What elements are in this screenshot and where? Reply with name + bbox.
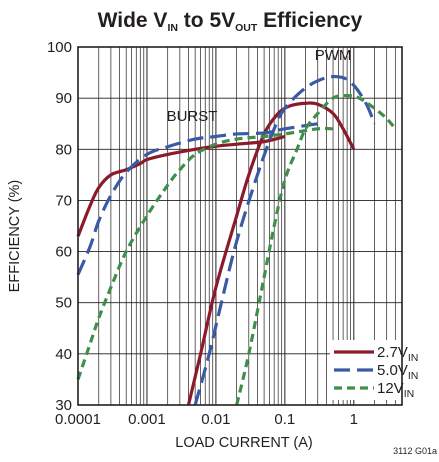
legend-label: 5.0VIN <box>377 362 418 382</box>
x-tick-label: 0.0001 <box>55 411 101 428</box>
y-axis-label: EFFICIENCY (%) <box>7 180 23 293</box>
series-line-3 <box>76 126 334 380</box>
y-tick-label: 100 <box>47 39 72 56</box>
x-tick-label: 0.1 <box>274 411 295 428</box>
x-tick-label: 0.01 <box>201 411 230 428</box>
legend-label: 2.7VIN <box>377 344 418 364</box>
series-line-1 <box>76 134 286 237</box>
y-tick-label: 30 <box>55 397 72 414</box>
x-axis-label: LOAD CURRENT (A) <box>175 435 313 451</box>
series-line-2 <box>76 122 318 276</box>
y-tick-label: 50 <box>55 295 72 312</box>
chart-title: Wide VIN to 5VOUT Efficiency <box>98 9 363 34</box>
legend-label: 12VIN <box>377 380 414 400</box>
y-tick-label: 80 <box>55 141 72 158</box>
y-tick-label: 70 <box>55 192 72 209</box>
y-tick-label: 90 <box>55 90 72 107</box>
series-lines <box>76 74 397 406</box>
x-tick-label: 1 <box>350 411 358 428</box>
annotation-burst: BURST <box>167 108 218 125</box>
series-line-2 <box>193 74 377 406</box>
y-tick-label: 40 <box>55 346 72 363</box>
series-line-1 <box>186 101 356 406</box>
series-line-3 <box>235 93 397 406</box>
figure-id: 3112 G01a <box>393 446 437 456</box>
plot-frame <box>77 46 403 406</box>
x-tick-label: 0.001 <box>128 411 166 428</box>
y-tick-label: 60 <box>55 244 72 261</box>
annotation-pwm: PWM <box>315 47 352 64</box>
tick-labels: 0.0001 0.001 0.01 0.1 1 30 40 50 60 70 80 90 100 <box>47 39 358 428</box>
